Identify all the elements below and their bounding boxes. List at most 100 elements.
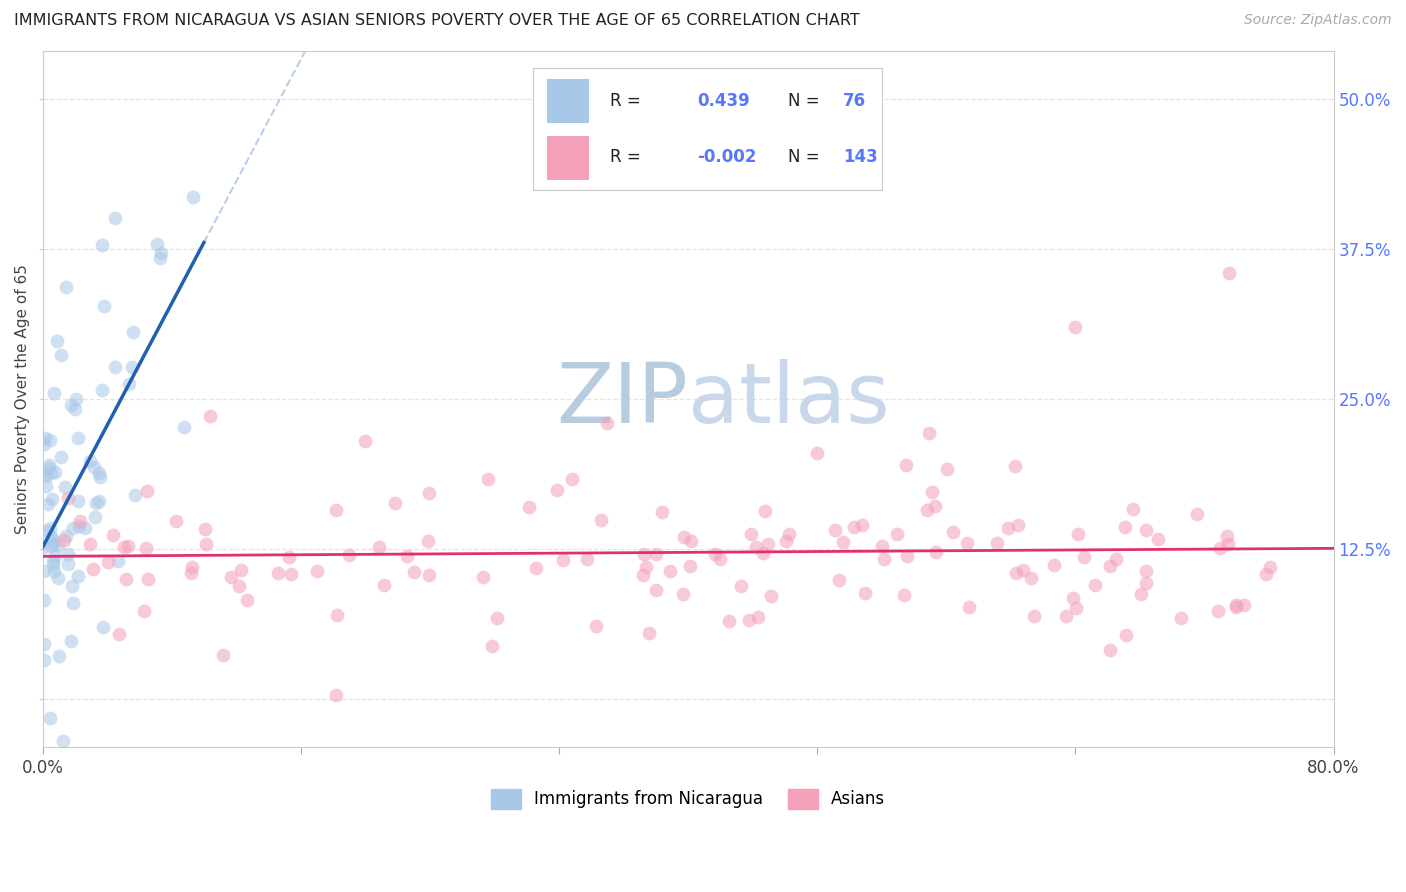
- Point: [37, 497, 59, 511]
- Point: [48, 538, 70, 552]
- Point: [32, 593, 55, 607]
- Point: [1135, 564, 1157, 578]
- Point: [1098, 558, 1121, 573]
- Point: [1135, 575, 1157, 590]
- Text: atlas: atlas: [688, 359, 890, 440]
- Point: [32, 467, 55, 481]
- Point: [679, 558, 702, 573]
- Point: [1233, 599, 1256, 613]
- Point: [893, 588, 915, 602]
- Point: [42, 558, 65, 572]
- Point: [896, 549, 918, 564]
- Point: [1064, 601, 1087, 615]
- Point: [1225, 599, 1247, 613]
- Point: [90, 237, 112, 252]
- Point: [851, 518, 873, 533]
- Point: [832, 534, 855, 549]
- Point: [717, 614, 740, 628]
- Point: [32, 540, 55, 554]
- Point: [925, 545, 948, 559]
- Point: [231, 563, 253, 577]
- Point: [740, 526, 762, 541]
- Point: [730, 579, 752, 593]
- Point: [1146, 532, 1168, 546]
- Point: [181, 189, 204, 203]
- Point: [828, 573, 851, 587]
- Point: [1254, 567, 1277, 582]
- Point: [477, 472, 499, 486]
- Point: [48, 648, 70, 663]
- Point: [87, 494, 110, 508]
- Point: [915, 503, 938, 517]
- Point: [1258, 560, 1281, 574]
- Point: [165, 514, 187, 528]
- Point: [1084, 577, 1107, 591]
- Point: [82, 562, 104, 576]
- Point: [62, 521, 84, 535]
- Point: [32, 653, 55, 667]
- Point: [524, 561, 547, 575]
- Point: [894, 458, 917, 472]
- Point: [471, 570, 494, 584]
- Point: [278, 549, 301, 564]
- Point: [1185, 507, 1208, 521]
- Point: [307, 564, 329, 578]
- Point: [97, 555, 120, 569]
- Point: [83, 510, 105, 524]
- Point: [41, 492, 63, 507]
- Point: [738, 614, 761, 628]
- Point: [89, 469, 111, 483]
- Point: [228, 579, 250, 593]
- Point: [35, 478, 58, 492]
- Point: [924, 499, 946, 513]
- Point: [1218, 266, 1240, 280]
- Point: [575, 551, 598, 566]
- Point: [135, 483, 157, 498]
- Point: [52, 533, 75, 547]
- Point: [46, 571, 69, 585]
- Point: [326, 608, 349, 623]
- Point: [775, 533, 797, 548]
- Point: [135, 541, 157, 556]
- Point: [84, 496, 107, 510]
- Point: [35, 524, 58, 539]
- Point: [561, 472, 583, 486]
- Point: [778, 527, 800, 541]
- Point: [1206, 604, 1229, 618]
- Point: [1115, 627, 1137, 641]
- Point: [596, 416, 619, 430]
- Point: [194, 522, 217, 536]
- Point: [67, 518, 90, 533]
- Point: [58, 557, 80, 571]
- Y-axis label: Seniors Poverty Over the Age of 65: Seniors Poverty Over the Age of 65: [15, 264, 30, 534]
- Point: [1105, 552, 1128, 566]
- Point: [1004, 458, 1026, 473]
- Point: [942, 524, 965, 539]
- Point: [402, 566, 425, 580]
- Point: [38, 461, 60, 475]
- Point: [104, 211, 127, 225]
- Point: [194, 537, 217, 551]
- Point: [672, 587, 695, 601]
- Point: [44, 564, 66, 578]
- Point: [211, 648, 233, 662]
- Point: [280, 567, 302, 582]
- Point: [486, 611, 509, 625]
- Point: [935, 461, 957, 475]
- Point: [42, 385, 65, 400]
- Point: [956, 536, 979, 550]
- Point: [1225, 599, 1247, 614]
- Point: [38, 458, 60, 473]
- Point: [1004, 566, 1026, 581]
- Point: [745, 541, 768, 555]
- Point: [591, 513, 613, 527]
- Point: [1064, 320, 1087, 334]
- Point: [704, 548, 727, 562]
- Point: [747, 609, 769, 624]
- Point: [101, 528, 124, 542]
- Point: [1218, 537, 1240, 551]
- Point: [679, 533, 702, 548]
- Point: [517, 500, 540, 514]
- Point: [52, 734, 75, 748]
- Point: [673, 530, 696, 544]
